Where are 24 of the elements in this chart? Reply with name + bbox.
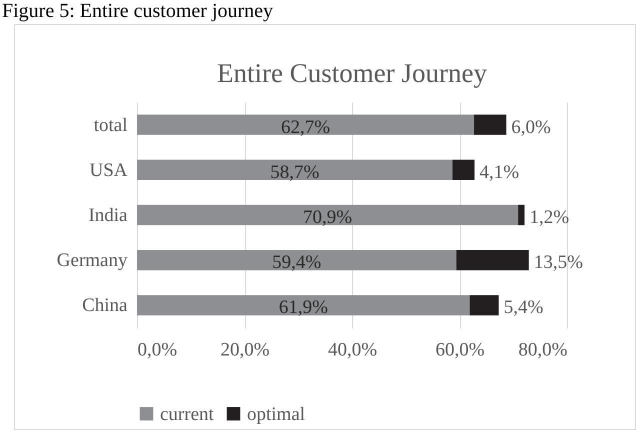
data-label: 6,0%	[511, 116, 552, 138]
legend-label: optimal	[247, 404, 306, 425]
data-label: 62,7%	[280, 116, 330, 138]
y-tick-label: USA	[89, 160, 128, 181]
data-label: 70,9%	[303, 207, 352, 228]
y-tick-label: China	[82, 295, 128, 316]
caption: Figure 5: Entire customer journey	[2, 0, 274, 22]
x-tick-label: 20,0%	[220, 340, 270, 360]
chart-title: Entire Customer Journey	[217, 58, 488, 88]
data-label: 58,7%	[270, 162, 320, 183]
data-label: 1,2%	[530, 207, 570, 228]
data-label: 5,4%	[504, 297, 544, 318]
legend-label: current	[160, 404, 215, 425]
x-tick-label: 40,0%	[328, 340, 378, 360]
x-tick-label: 80,0%	[518, 340, 568, 360]
x-tick-label: 60,0%	[435, 340, 485, 360]
y-tick-label: Germany	[56, 250, 128, 272]
data-label: 59,4%	[272, 252, 322, 274]
data-label: 4,1%	[480, 162, 520, 183]
x-tick-label: 0,0%	[138, 340, 178, 360]
y-tick-label: India	[88, 205, 128, 226]
data-label: 61,9%	[278, 297, 328, 318]
y-tick-label: total	[94, 114, 128, 136]
data-label: 13,5%	[534, 252, 584, 274]
